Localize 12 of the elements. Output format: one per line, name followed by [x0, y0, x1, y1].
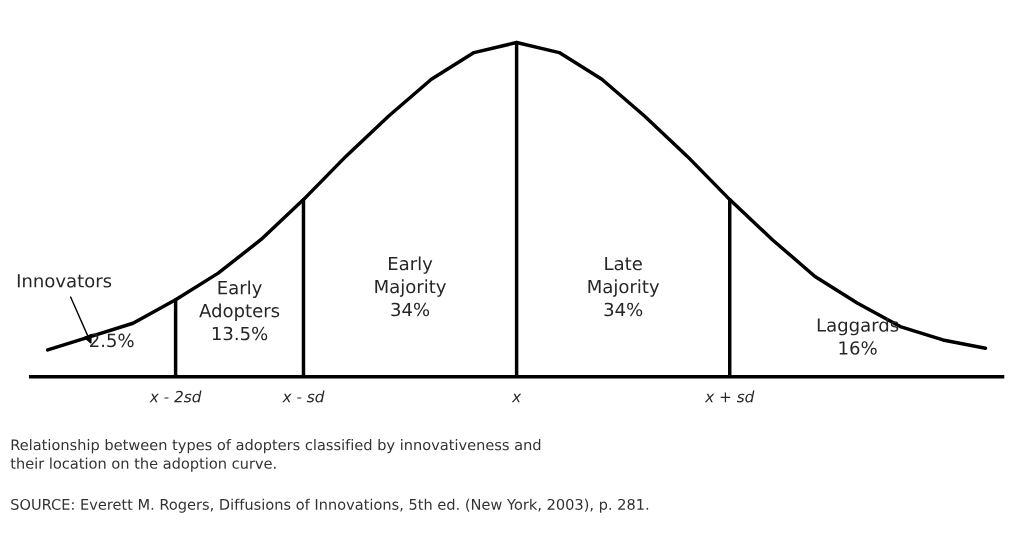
- annotation: Early Adopters 13.5%: [199, 280, 280, 341]
- x-tick-label: x - sd: [282, 390, 325, 403]
- x-tick-label: x + sd: [704, 390, 755, 403]
- annotation: Laggards 16%: [817, 317, 899, 355]
- source-note: SOURCE: Everett M. Rogers, Diffusions of Innovations, 5th ed. (New York, 2003), p. 281.: [11, 498, 649, 513]
- x-tick-label: x: [511, 393, 522, 403]
- x-tick-label: x - 2sd: [149, 390, 202, 403]
- annotation: Late Majority 34%: [588, 256, 660, 317]
- annotation: Innovators: [17, 274, 112, 288]
- annotation: Early Majority 34%: [375, 256, 446, 317]
- text: Relationship between types of adopters classified by innovativeness and their location on the adoption curve.: [10, 439, 541, 472]
- annotation: 2.5%: [90, 333, 134, 348]
